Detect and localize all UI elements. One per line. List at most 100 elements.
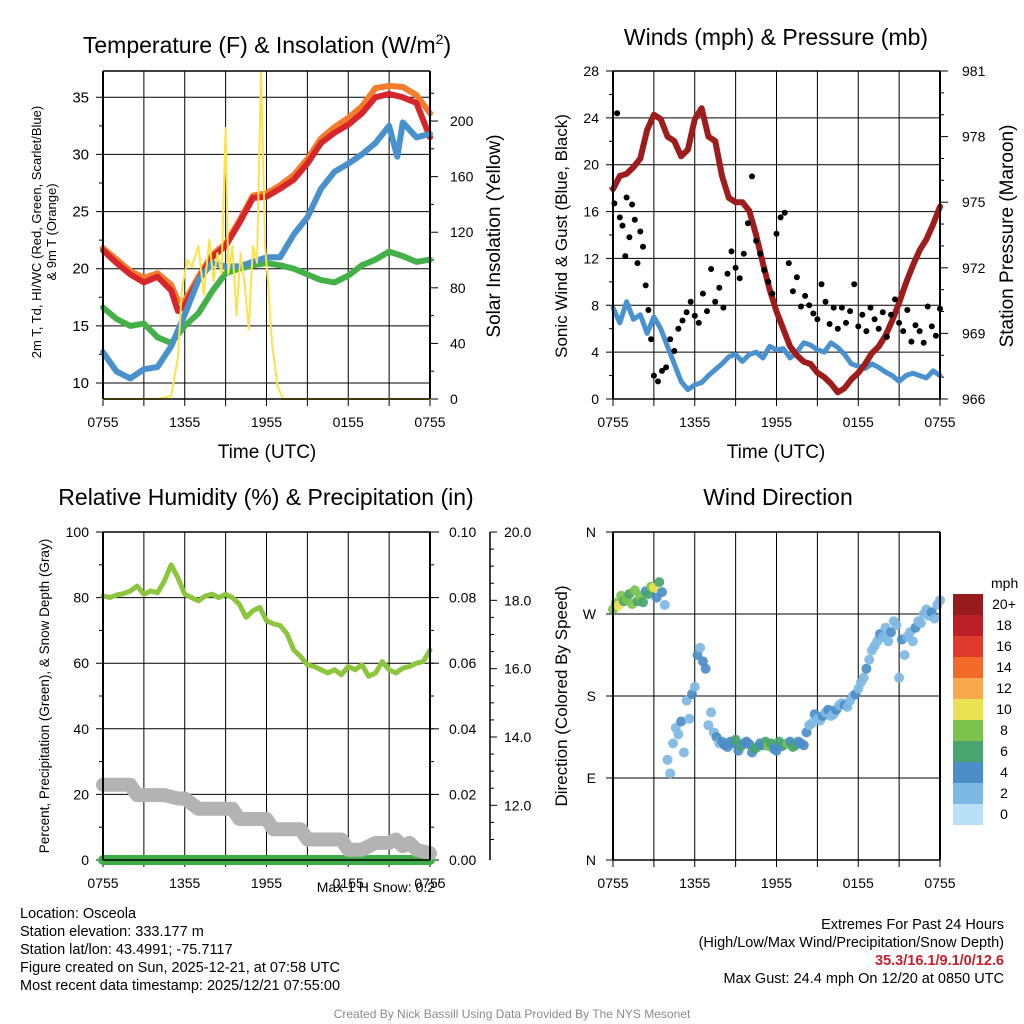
y-right-tick-label: 966 [962, 391, 986, 407]
gust-point [822, 298, 829, 305]
gust-point [920, 339, 927, 346]
direction-point [861, 663, 872, 674]
direction-point [654, 577, 665, 588]
direction-point [659, 599, 670, 610]
gust-point [810, 310, 817, 317]
series-snow-depth [96, 777, 437, 861]
legend-swatch [953, 804, 983, 825]
gust-point [896, 319, 903, 326]
title-text-end: ) [443, 32, 451, 58]
gust-point [637, 228, 644, 235]
direction-point [638, 597, 648, 608]
y-right-tick-label: 0.04 [449, 721, 476, 737]
chart-temperature: 0755 1355 1955 0155 0755 10 15 20 25 30 35 0 40 80 120… [29, 31, 505, 463]
y-tick-label: 10 [72, 375, 89, 392]
chart-title: Relative Humidity (%) & Precipitation (i… [58, 484, 473, 510]
y-right-tick-label: 0.00 [449, 852, 476, 868]
direction-point [798, 740, 809, 751]
legend-label: 14 [996, 659, 1012, 675]
y-tick-label: W [583, 606, 597, 622]
legend-label: 20+ [992, 596, 1016, 612]
y-tick-label: 35 [72, 89, 89, 106]
snow-axis-tick-label: 18.0 [504, 592, 531, 608]
direction-point [673, 729, 684, 740]
legend-label: 16 [996, 638, 1012, 654]
gust-point [855, 323, 862, 330]
gust-point [904, 307, 911, 313]
x-tick-label: 0755 [924, 414, 955, 430]
direction-point [883, 636, 894, 647]
gust-point [740, 250, 747, 257]
y-tick-label: 100 [66, 524, 90, 540]
y-tick-label: 0 [81, 852, 89, 868]
gust-point [687, 298, 694, 305]
gust-point [814, 316, 821, 323]
y-axis-label-line2: & 9m T (Orange) [44, 183, 59, 280]
gust-point [892, 296, 898, 303]
direction-point [676, 716, 687, 727]
gust-point [650, 372, 657, 379]
gust-point [622, 253, 629, 260]
station-info: Location: Osceola Station elevation: 333… [20, 905, 340, 995]
gust-point [773, 230, 780, 237]
gust-point [834, 325, 841, 332]
y-right-tick-label: 975 [962, 194, 986, 210]
extremes-values: 35.3/16.1/9.1/0/12.6 [875, 953, 1004, 969]
x-tick-label: 0155 [843, 414, 874, 430]
gust-point [928, 323, 935, 330]
y-tick-label: 40 [73, 721, 89, 737]
x-tick-label: 1955 [251, 414, 282, 430]
gust-point [708, 266, 715, 272]
legend-swatch [953, 657, 983, 678]
gust-point [916, 328, 923, 335]
max-gust-text: Max Gust: 24.4 mph On 12/20 at 0850 UTC [723, 971, 1004, 987]
direction-point [915, 618, 926, 629]
x-tick-label: 0755 [924, 875, 955, 891]
y-right-tick-label: 0 [450, 391, 458, 407]
series-solar-insolation [102, 70, 431, 400]
gust-point [769, 290, 776, 297]
x-tick-label: 0755 [597, 875, 628, 891]
direction-point [703, 720, 714, 731]
direction-point [929, 613, 940, 624]
x-tick-label: 1355 [679, 875, 710, 891]
direction-point [678, 747, 689, 758]
y-tick-label: S [587, 688, 596, 704]
y-right-tick-label: 0.10 [449, 524, 476, 540]
chart-humidity: 0755 1355 1955 0155 0755 0 20 40 60 80 100 0.00 0.02… [37, 484, 531, 891]
gust-point [626, 234, 633, 241]
legend-label: 4 [1000, 764, 1008, 780]
y-tick-label: 24 [583, 110, 599, 126]
gust-point [629, 201, 636, 208]
legend-swatch [953, 699, 983, 720]
gust-point [663, 364, 670, 371]
gust-point [781, 209, 788, 216]
gust-point [871, 316, 878, 323]
x-tick-label: 0755 [414, 414, 445, 430]
gust-point [671, 348, 678, 354]
legend-swatch [953, 741, 983, 762]
y-right-tick-label: 40 [450, 335, 466, 351]
legend-swatch [953, 636, 983, 657]
y-right-tick-label: 981 [962, 63, 986, 79]
legend-label: 12 [996, 680, 1012, 696]
gust-point [793, 274, 800, 281]
snow-axis-tick-label: 14.0 [504, 729, 531, 745]
direction-point [894, 672, 905, 683]
direction-point [907, 636, 918, 647]
series-sonic-wind [610, 299, 943, 393]
series-2m-t [100, 90, 433, 314]
legend-label: 18 [996, 617, 1012, 633]
gust-point [847, 308, 854, 315]
y-tick-label: N [586, 852, 596, 868]
gust-point [712, 298, 719, 305]
gust-point [616, 214, 623, 221]
y-tick-label: 4 [591, 344, 599, 360]
extremes-block: Extremes For Past 24 Hours (High/Low/Max… [699, 916, 1004, 988]
legend-label: 8 [1000, 722, 1008, 738]
y-right-tick-label: 80 [450, 280, 466, 296]
direction-point [864, 654, 875, 665]
gust-point [789, 288, 796, 295]
x-tick-label: 0755 [597, 414, 628, 430]
